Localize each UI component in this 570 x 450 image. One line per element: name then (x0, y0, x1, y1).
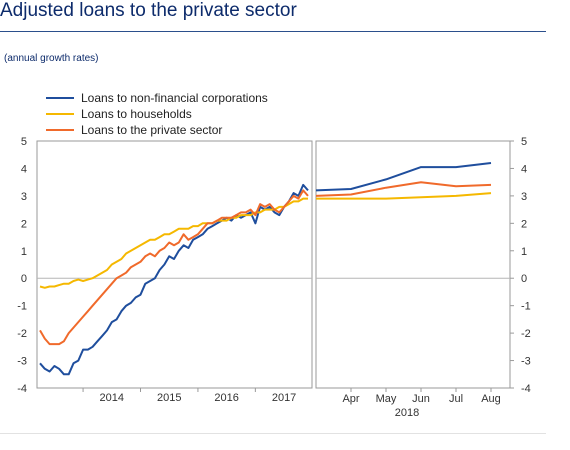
right-y-axis: -4 -3 -2 -1 0 1 2 3 4 5 (510, 136, 531, 395)
y-tick-label-left: -2 (17, 328, 27, 340)
x-tick-label-projection: Jul (449, 393, 463, 405)
x-tick-label-history: 2017 (272, 392, 296, 404)
x-tick-label-projection: Jun (412, 393, 430, 405)
x-tick-label-history: 2014 (100, 392, 124, 404)
x-tick-label-projection: Apr (342, 393, 359, 405)
y-tick-label-left: 4 (21, 163, 27, 175)
y-tick-label-right: -4 (521, 383, 531, 395)
y-tick-label-right: -1 (521, 301, 531, 313)
series-line-history-3 (39, 189, 309, 346)
legend-label-1: Loans to non-financial corporations (81, 91, 268, 105)
series-lines (39, 162, 492, 376)
y-tick-label-left: 1 (21, 246, 27, 258)
y-tick-label-left: -4 (17, 383, 27, 395)
series-line-projection-1 (315, 162, 492, 192)
y-tick-label-right: 4 (521, 163, 527, 175)
legend-label-2: Loans to households (81, 107, 192, 121)
y-tick-label-left: -3 (17, 356, 27, 368)
y-tick-label-right: 2 (521, 218, 527, 230)
legend: Loans to non-financial corporations Loans… (46, 91, 268, 137)
series-line-projection-2 (316, 192, 492, 200)
series-line-history-2 (39, 197, 308, 289)
left-y-axis: -4 -3 -2 -1 0 1 2 3 4 5 (17, 136, 27, 395)
y-tick-label-left: 3 (21, 191, 27, 203)
x-axis-history: 2014 2015 2016 2017 (82, 388, 296, 404)
legend-label-3: Loans to the private sector (81, 123, 222, 137)
y-tick-label-right: -3 (521, 356, 531, 368)
y-tick-label-right: -2 (521, 328, 531, 340)
x-tick-label-history: 2016 (214, 392, 238, 404)
chart-title: Adjusted loans to the private sector (0, 0, 297, 21)
y-tick-label-left: 5 (21, 136, 27, 148)
x-group-label: 2018 (395, 407, 419, 419)
x-tick-label-projection: Aug (481, 393, 501, 405)
series-line-history-1 (39, 183, 309, 376)
y-tick-label-left: -1 (17, 301, 27, 313)
y-tick-label-right: 5 (521, 136, 527, 148)
x-axis-projection: Apr May Jun Jul Aug 2018 (342, 388, 501, 419)
y-tick-label-right: 3 (521, 191, 527, 203)
y-tick-label-left: 0 (21, 273, 27, 285)
plot-frame-history (36, 140, 313, 389)
y-tick-label-right: 0 (521, 273, 527, 285)
x-tick-label-history: 2015 (157, 392, 181, 404)
title-divider (0, 31, 546, 32)
plot-frame-projection (315, 140, 511, 389)
series-line-projection-3 (315, 181, 492, 197)
chart-subtitle: (annual growth rates) (4, 53, 99, 64)
y-tick-label-left: 2 (21, 218, 27, 230)
y-tick-label-right: 1 (521, 246, 527, 258)
x-tick-label-projection: May (376, 393, 397, 405)
plot-frame (36, 140, 511, 389)
bottom-divider (0, 433, 546, 434)
